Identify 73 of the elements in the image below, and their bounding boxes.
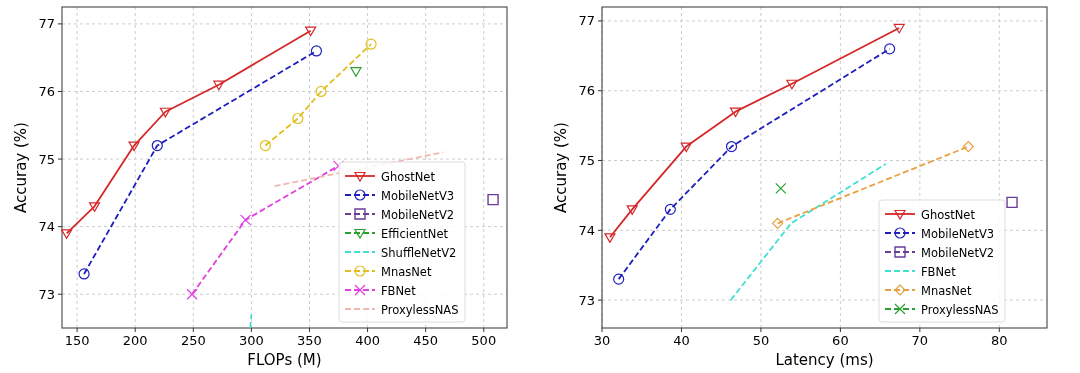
x-tick-label: 40 (673, 333, 690, 348)
legend-label: MobileNetV2 (921, 245, 995, 260)
legend-label: EfficientNet (381, 226, 449, 241)
point (239, 214, 252, 226)
point (604, 233, 616, 243)
point (186, 288, 198, 300)
y-axis-title: Accuray (%) (12, 122, 30, 213)
point (151, 139, 163, 152)
legend-label: MobileNetV2 (381, 207, 455, 222)
y-tick-label: 75 (578, 153, 595, 169)
point (310, 45, 323, 57)
point (664, 203, 676, 215)
x-tick-label: 500 (471, 333, 497, 348)
point (775, 182, 787, 195)
point (893, 23, 905, 34)
x-tick-label: 150 (64, 333, 90, 348)
legend-label: ShuffleNetV2 (381, 245, 457, 260)
x-axis-title: Latency (ms) (775, 351, 874, 369)
legend-label: MnasNet (921, 283, 972, 298)
x-tick-label: 300 (238, 333, 264, 348)
legend-label: FBNet (381, 283, 417, 298)
x-axis-title: FLOPs (M) (247, 351, 322, 369)
point (962, 140, 974, 153)
x-tick-label: 70 (911, 333, 929, 348)
legend-label: MobileNetV3 (381, 188, 455, 203)
y-tick-label: 77 (38, 16, 55, 32)
point (626, 205, 638, 215)
point (292, 112, 304, 125)
point (88, 202, 101, 212)
y-axis-title: Accuray (%) (552, 122, 570, 213)
x-tick-label: 450 (413, 333, 439, 348)
x-tick-label: 250 (180, 333, 206, 348)
legend-label: FBNet (921, 264, 957, 279)
point (786, 79, 798, 90)
point (729, 107, 742, 118)
y-tick-label: 74 (38, 219, 55, 235)
y-tick-label: 76 (578, 83, 595, 99)
point (315, 85, 327, 98)
point (61, 229, 73, 239)
point (884, 43, 896, 55)
point (159, 107, 172, 118)
point (772, 217, 784, 229)
point (487, 193, 499, 206)
point (305, 26, 317, 37)
y-tick-label: 75 (38, 151, 55, 167)
y-tick-label: 76 (38, 83, 55, 99)
point (680, 142, 692, 153)
x-tick-label: 60 (832, 333, 849, 348)
point (128, 141, 140, 152)
y-tick-label: 77 (578, 13, 595, 29)
y-tick-label: 73 (38, 286, 55, 302)
legend-label: MobileNetV3 (921, 226, 995, 241)
legend-label: GhostNet (381, 169, 436, 184)
y-tick-label: 73 (578, 292, 595, 308)
point (613, 273, 625, 285)
x-tick-label: 350 (297, 333, 322, 348)
point (1006, 196, 1018, 209)
point (725, 140, 738, 153)
point (259, 139, 271, 152)
x-tick-label: 80 (991, 333, 1008, 348)
point (78, 268, 90, 280)
legend-label: ProxylessNAS (921, 302, 999, 317)
x-tick-label: 200 (122, 333, 148, 348)
legend-label: ProxylessNAS (381, 302, 459, 317)
point (365, 38, 377, 50)
x-tick-label: 30 (593, 333, 611, 348)
point (350, 67, 362, 77)
y-tick-label: 74 (578, 222, 595, 238)
x-tick-label: 50 (752, 333, 770, 348)
legend-label: MnasNet (381, 264, 432, 279)
legend-label: GhostNet (921, 207, 976, 222)
point (213, 80, 225, 91)
x-tick-label: 400 (355, 333, 380, 348)
